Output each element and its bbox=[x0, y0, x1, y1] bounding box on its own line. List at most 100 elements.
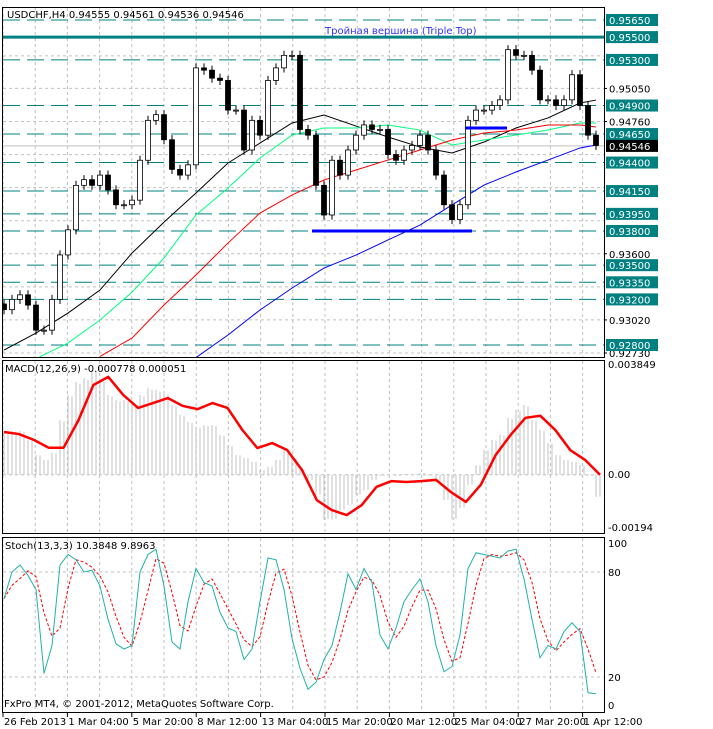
stoch-tick-100: 100 bbox=[608, 539, 627, 550]
candle bbox=[385, 129, 391, 155]
candle bbox=[193, 67, 199, 166]
candle bbox=[89, 179, 95, 186]
level-label-box bbox=[606, 14, 658, 26]
macd-tick-zero: 0.00 bbox=[608, 470, 630, 481]
support-lines bbox=[312, 126, 507, 233]
macd-signal-line bbox=[3, 375, 601, 517]
candle bbox=[393, 154, 399, 161]
stoch-title: Stoch(13,3,3) 10.3848 9.8963 bbox=[5, 541, 156, 552]
level-label-box bbox=[606, 53, 658, 66]
level-label-box bbox=[606, 259, 658, 272]
candle bbox=[97, 174, 103, 186]
candle bbox=[273, 67, 279, 81]
candle bbox=[521, 54, 527, 57]
level-label-box bbox=[606, 224, 658, 237]
time-tick-label: 15 Mar 20:00 bbox=[326, 717, 393, 728]
price-tick-label: 0.95050 bbox=[609, 84, 650, 95]
candle bbox=[161, 114, 167, 141]
candle bbox=[265, 80, 271, 136]
time-tick-label: 26 Feb 2013 bbox=[4, 717, 66, 728]
stoch-main-line bbox=[3, 548, 597, 695]
price-tick-label: 0.92730 bbox=[609, 349, 650, 360]
candle bbox=[17, 294, 23, 300]
level-label: 0.93350 bbox=[609, 278, 650, 289]
candle bbox=[313, 134, 319, 186]
candle bbox=[217, 77, 223, 81]
candle bbox=[473, 109, 479, 121]
stoch-signal-line bbox=[3, 552, 597, 681]
candle bbox=[169, 139, 175, 170]
time-tick-label: 8 Mar 12:00 bbox=[197, 717, 257, 728]
candle bbox=[409, 145, 415, 151]
moving-average-line bbox=[99, 124, 597, 357]
moving-average-line bbox=[195, 144, 597, 357]
price-tick-label: 0.94760 bbox=[609, 117, 650, 128]
candle bbox=[3, 303, 7, 311]
candle bbox=[481, 109, 487, 112]
candle bbox=[441, 174, 447, 206]
macd-tick-bottom: -0.00194 bbox=[608, 523, 653, 534]
level-label: 0.94150 bbox=[609, 187, 650, 198]
macd-panel-border bbox=[2, 360, 605, 534]
level-labels: 0.95650 0.95500 0.95300 0.94900 0.94650 0.944… bbox=[606, 14, 658, 352]
candle bbox=[57, 254, 63, 300]
candle bbox=[209, 69, 215, 79]
candle bbox=[513, 49, 519, 56]
candle bbox=[321, 184, 327, 216]
candle bbox=[145, 119, 151, 161]
candle bbox=[225, 80, 231, 111]
level-label-box bbox=[606, 156, 658, 169]
candle bbox=[201, 67, 207, 71]
candlesticks bbox=[3, 45, 599, 335]
symbol-info: USDCHF,H4 0.94555 0.94561 0.94536 0.9454… bbox=[7, 10, 244, 21]
horizontal-levels bbox=[3, 19, 604, 346]
level-label: 0.93200 bbox=[609, 295, 650, 306]
price-axis: 0.95050 0.94760 0.93600 0.93020 0.92730 bbox=[604, 84, 650, 360]
macd-title: MACD(12,26,9) -0.000778 0.000051 bbox=[5, 364, 186, 375]
stoch-axis: 100 80 20 0 bbox=[608, 539, 627, 712]
candle bbox=[41, 329, 47, 332]
candle bbox=[113, 189, 119, 206]
level-label: 0.95300 bbox=[609, 56, 650, 67]
candle bbox=[465, 119, 471, 206]
level-label: 0.93950 bbox=[609, 210, 650, 221]
candle bbox=[153, 114, 159, 121]
candle bbox=[33, 304, 39, 331]
candle bbox=[545, 99, 551, 102]
candle bbox=[505, 49, 511, 101]
candle bbox=[281, 54, 287, 69]
candle bbox=[25, 294, 31, 306]
candle bbox=[417, 134, 423, 146]
candle bbox=[569, 74, 575, 101]
stoch-tick-80: 80 bbox=[608, 568, 621, 579]
price-tick-label: 0.93600 bbox=[609, 250, 650, 261]
candle bbox=[129, 199, 135, 206]
candle bbox=[65, 229, 71, 256]
level-label-box bbox=[606, 128, 658, 141]
level-label: 0.93500 bbox=[609, 261, 650, 272]
candle bbox=[449, 204, 455, 220]
candle bbox=[73, 184, 79, 231]
candle bbox=[425, 134, 431, 151]
level-label: 0.92800 bbox=[609, 341, 650, 352]
candle bbox=[233, 109, 239, 112]
stoch-tick-20: 20 bbox=[608, 673, 621, 684]
level-label-box bbox=[606, 31, 658, 44]
candle bbox=[377, 129, 383, 131]
macd-tick-top: 0.003849 bbox=[608, 360, 656, 371]
candle bbox=[329, 159, 335, 216]
candle bbox=[257, 119, 263, 136]
candle bbox=[353, 134, 359, 151]
candle bbox=[593, 134, 599, 146]
candle bbox=[177, 168, 183, 176]
level-label: 0.94400 bbox=[609, 159, 650, 170]
level-label: 0.95650 bbox=[609, 16, 650, 27]
candle bbox=[561, 99, 567, 106]
candle bbox=[401, 149, 407, 161]
price-tick-label: 0.93020 bbox=[609, 316, 650, 327]
stoch-panel-border bbox=[2, 537, 605, 713]
level-label-box bbox=[606, 339, 658, 352]
time-tick-label: 1 Mar 04:00 bbox=[68, 717, 128, 728]
triple-top-label: Тройная вершина (Triple Top) bbox=[324, 26, 477, 37]
